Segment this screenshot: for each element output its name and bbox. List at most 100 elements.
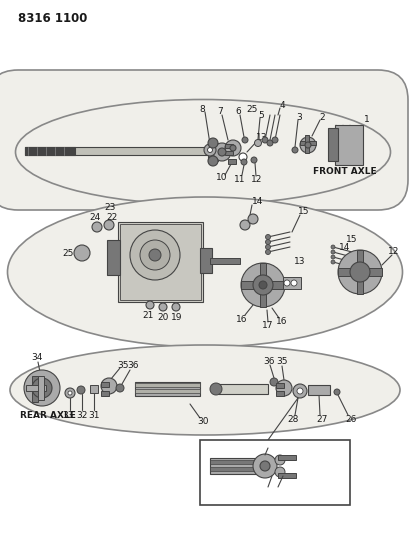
Bar [282, 277, 300, 289]
Circle shape [252, 454, 276, 478]
Circle shape [252, 275, 272, 295]
Text: 15: 15 [297, 207, 309, 216]
Circle shape [68, 391, 72, 395]
Text: 36: 36 [263, 357, 274, 366]
Bar [275, 383, 283, 388]
Text: 25: 25 [62, 248, 74, 257]
Circle shape [207, 148, 212, 152]
Text: 5: 5 [258, 110, 263, 119]
Bar [209, 467, 264, 471]
Circle shape [77, 386, 85, 394]
Bar [218, 384, 267, 394]
Bar [101, 382, 109, 387]
Text: 7: 7 [217, 108, 222, 117]
Circle shape [275, 380, 291, 396]
Bar [32, 376, 38, 386]
Text: 35: 35 [276, 358, 287, 367]
Circle shape [247, 214, 257, 224]
Circle shape [146, 301, 154, 309]
Bar [25, 147, 209, 155]
Text: REAR AXLE: REAR AXLE [20, 410, 76, 419]
Text: 19: 19 [171, 313, 182, 322]
Bar [101, 391, 109, 396]
Circle shape [337, 250, 381, 294]
Circle shape [258, 281, 266, 289]
Circle shape [207, 138, 218, 148]
Circle shape [204, 144, 216, 156]
Bar [107, 240, 120, 275]
Text: 37: 37 [265, 441, 276, 450]
Bar [120, 224, 200, 300]
Circle shape [130, 230, 180, 280]
Circle shape [261, 137, 267, 143]
Text: 14: 14 [252, 198, 263, 206]
Circle shape [92, 222, 102, 232]
Circle shape [139, 240, 170, 270]
Circle shape [116, 384, 124, 392]
Text: 34: 34 [31, 353, 43, 362]
Circle shape [241, 137, 247, 143]
Circle shape [266, 140, 272, 146]
Text: 2: 2 [319, 112, 324, 122]
Bar [259, 263, 265, 307]
Text: 25: 25 [246, 106, 257, 115]
Circle shape [209, 383, 221, 395]
Text: 13: 13 [256, 133, 267, 141]
Bar [209, 258, 239, 264]
Bar [38, 376, 44, 400]
Circle shape [330, 250, 334, 254]
Text: 32: 32 [76, 410, 88, 419]
Text: 8: 8 [199, 104, 204, 114]
Circle shape [159, 303, 166, 311]
Text: 3: 3 [295, 112, 301, 122]
Bar [135, 383, 200, 387]
Text: 16: 16 [236, 316, 247, 325]
Bar [209, 460, 264, 464]
Text: FRONT AXLE: FRONT AXLE [312, 167, 376, 176]
Circle shape [148, 249, 161, 261]
Circle shape [330, 260, 334, 264]
Text: 38: 38 [267, 487, 278, 496]
Circle shape [290, 280, 296, 286]
Text: 30: 30 [197, 416, 208, 425]
Circle shape [265, 235, 270, 239]
Circle shape [254, 140, 261, 147]
Text: 27: 27 [315, 416, 327, 424]
Text: 23: 23 [104, 203, 115, 212]
Text: 31: 31 [88, 410, 99, 419]
Text: 22: 22 [106, 214, 117, 222]
Text: 20: 20 [157, 313, 168, 322]
Circle shape [172, 303, 180, 311]
Bar [327, 128, 337, 161]
Text: 36: 36 [127, 361, 138, 370]
Circle shape [225, 140, 240, 156]
Circle shape [271, 137, 277, 143]
Text: 6: 6 [234, 108, 240, 117]
Bar [334, 125, 362, 165]
Circle shape [250, 157, 256, 163]
Circle shape [274, 455, 284, 465]
Bar [200, 440, 349, 505]
Text: 11: 11 [234, 174, 245, 183]
Circle shape [292, 384, 306, 398]
Bar [207, 143, 218, 161]
Circle shape [333, 389, 339, 395]
Circle shape [74, 245, 90, 261]
Bar [304, 135, 308, 153]
Circle shape [299, 137, 315, 153]
Text: 24: 24 [89, 214, 100, 222]
Bar [299, 141, 315, 145]
Circle shape [265, 239, 270, 245]
Circle shape [207, 156, 218, 166]
Bar [90, 385, 98, 393]
Bar [240, 281, 284, 289]
Circle shape [259, 461, 270, 471]
Circle shape [291, 147, 297, 153]
Text: 8316 1100: 8316 1100 [18, 12, 87, 25]
Text: 1: 1 [363, 116, 369, 125]
Circle shape [229, 145, 236, 151]
Ellipse shape [16, 100, 389, 205]
Text: 12: 12 [387, 247, 399, 256]
Text: 26: 26 [344, 415, 356, 424]
Bar [337, 268, 381, 276]
